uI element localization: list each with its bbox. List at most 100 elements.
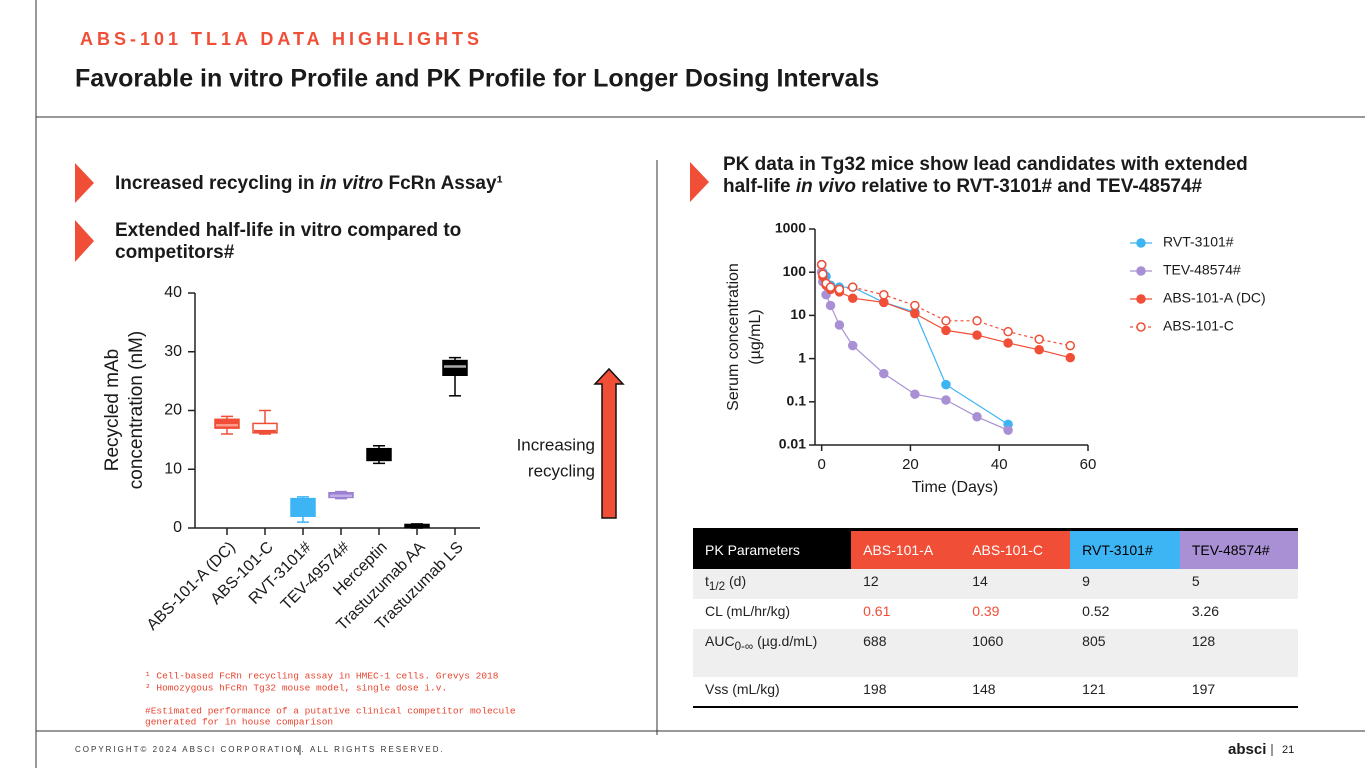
legend-label: ABS-101-C xyxy=(1163,318,1234,334)
data-point xyxy=(825,300,836,311)
y-axis-label: Recycled mAb xyxy=(102,349,123,472)
x-tick-label: 60 xyxy=(1080,456,1097,473)
legend-marker xyxy=(1136,266,1146,276)
table-cell: 0.61 xyxy=(863,603,891,619)
data-point xyxy=(910,308,920,319)
column-header: TEV-48574# xyxy=(1179,528,1298,569)
footnote: ¹ Cell-based FcRn recycling assay in HME… xyxy=(145,671,499,682)
legend-label: ABS-101-A (DC) xyxy=(1163,290,1266,306)
table-cell: 128 xyxy=(1179,629,1298,677)
data-point xyxy=(972,330,982,340)
logo: absci xyxy=(1228,741,1266,758)
x-tick-label: 20 xyxy=(902,456,919,473)
data-point xyxy=(1003,338,1013,348)
text: Increased recycling in xyxy=(115,173,320,194)
bullet-text: half-life in vivo relative to RVT-3101# … xyxy=(723,176,1203,197)
rights: ALL RIGHTS RESERVED. xyxy=(310,745,445,754)
label-part: t xyxy=(705,573,709,589)
data-point xyxy=(847,282,858,292)
data-point xyxy=(847,293,858,303)
table-header: PK Parameters ABS-101-A ABS-101-C RVT-3101#… xyxy=(693,528,1298,569)
pk-table: PK Parameters ABS-101-A ABS-101-C RVT-3101#… xyxy=(693,528,1298,708)
data-point xyxy=(972,316,982,326)
table-row: CL (mL/hr/kg) 0.61 0.39 0.52 3.26 xyxy=(693,599,1298,629)
x-tick-label: 0 xyxy=(817,456,825,473)
y-tick-label: 30 xyxy=(164,343,182,360)
data-point xyxy=(816,259,827,270)
y-tick-label: 40 xyxy=(164,284,182,301)
label-part: 0-∞ xyxy=(734,639,754,653)
text: relative to RVT-3101# and TEV-48574# xyxy=(856,176,1202,197)
y-tick-label: 10 xyxy=(790,306,806,322)
column-header: PK Parameters xyxy=(693,528,852,569)
data-point xyxy=(1065,352,1075,363)
data-point xyxy=(972,412,982,422)
legend-label: TEV-48574# xyxy=(1163,262,1241,278)
data-point xyxy=(847,340,858,351)
data-point xyxy=(910,300,920,311)
row-label: AUC0-∞ (µg.d/mL) xyxy=(693,629,852,677)
box xyxy=(442,359,468,376)
text: FcRn Assay¹ xyxy=(383,173,503,194)
slide-title: Favorable in vitro Profile and PK Profil… xyxy=(75,65,879,93)
series-line xyxy=(821,264,1071,359)
data-point xyxy=(879,368,889,379)
bullet-text: Increased recycling in in vitro FcRn Ass… xyxy=(115,173,503,194)
table-row: t1/2 (d) 12 14 9 5 xyxy=(693,569,1298,599)
data-point xyxy=(941,379,951,390)
bullet-text: Extended half-life in vitro compared to xyxy=(115,220,461,241)
row-label: t1/2 (d) xyxy=(693,569,852,599)
label-part: 1/2 xyxy=(708,579,726,593)
arrow xyxy=(593,367,625,519)
label-part: Vss (mL/kg) xyxy=(705,681,780,697)
footnote: ² Homozygous hFcRn Tg32 mouse model, sin… xyxy=(145,683,447,694)
data-point xyxy=(825,282,836,292)
table-cell: 9 xyxy=(1070,569,1180,599)
bullet-text: competitors# xyxy=(115,242,235,263)
data-point xyxy=(1034,334,1044,345)
table-cell: 198 xyxy=(851,677,961,708)
annotation: Increasing xyxy=(517,435,595,454)
table-cell: 12 xyxy=(851,569,961,599)
kicker: ABS-101 TL1A DATA HIGHLIGHTS xyxy=(80,29,483,49)
legend-marker xyxy=(1136,294,1146,304)
y-tick-label: 0.1 xyxy=(787,393,807,409)
data-point xyxy=(941,316,951,326)
y-tick-label: 1 xyxy=(798,349,806,365)
column-header: ABS-101-C xyxy=(960,528,1071,569)
label-part: CL (mL/hr/kg) xyxy=(705,603,791,619)
legend-marker xyxy=(1136,238,1146,248)
text: in vitro xyxy=(320,173,383,194)
legend-marker xyxy=(1136,322,1146,332)
bullet-text: PK data in Tg32 mice show lead candidate… xyxy=(723,154,1248,175)
data-point xyxy=(1034,345,1044,355)
table-row: AUC0-∞ (µg.d/mL) 688 1060 805 128 xyxy=(693,629,1298,677)
page-number: 21 xyxy=(1282,744,1294,756)
x-tick-label: 40 xyxy=(991,456,1008,473)
data-point xyxy=(879,297,889,308)
table-body: t1/2 (d) 12 14 9 5 CL (mL/hr/kg) 0.61 0.39 0.52 3… xyxy=(693,569,1298,708)
table-cell: 688 xyxy=(851,629,961,677)
data-point xyxy=(879,290,889,300)
y-axis-label: (µg/mL) xyxy=(747,309,764,364)
annotation: recycling xyxy=(528,461,595,480)
legend-label: RVT-3101# xyxy=(1163,234,1234,250)
table-cell: 121 xyxy=(1070,677,1180,708)
row-label: CL (mL/hr/kg) xyxy=(693,599,851,629)
table-cell: 148 xyxy=(960,677,1071,708)
data-point xyxy=(941,395,951,405)
data-point xyxy=(1003,326,1013,337)
y-axis-label: Serum concentration xyxy=(725,263,742,411)
y-tick-label: 100 xyxy=(783,263,807,279)
table-cell: 3.26 xyxy=(1191,603,1220,619)
y-tick-label: 1000 xyxy=(775,220,806,236)
y-tick-label: 0.01 xyxy=(779,436,806,452)
table-row: Vss (mL/kg) 198 148 121 197 xyxy=(693,677,1298,708)
table-cell: 14 xyxy=(960,569,1071,599)
footnote: generated for in house comparison xyxy=(145,717,333,728)
footnote: #Estimated performance of a putative cli… xyxy=(145,706,516,717)
table-cell: 0.52 xyxy=(1082,603,1110,619)
bullet-marker xyxy=(75,220,94,262)
